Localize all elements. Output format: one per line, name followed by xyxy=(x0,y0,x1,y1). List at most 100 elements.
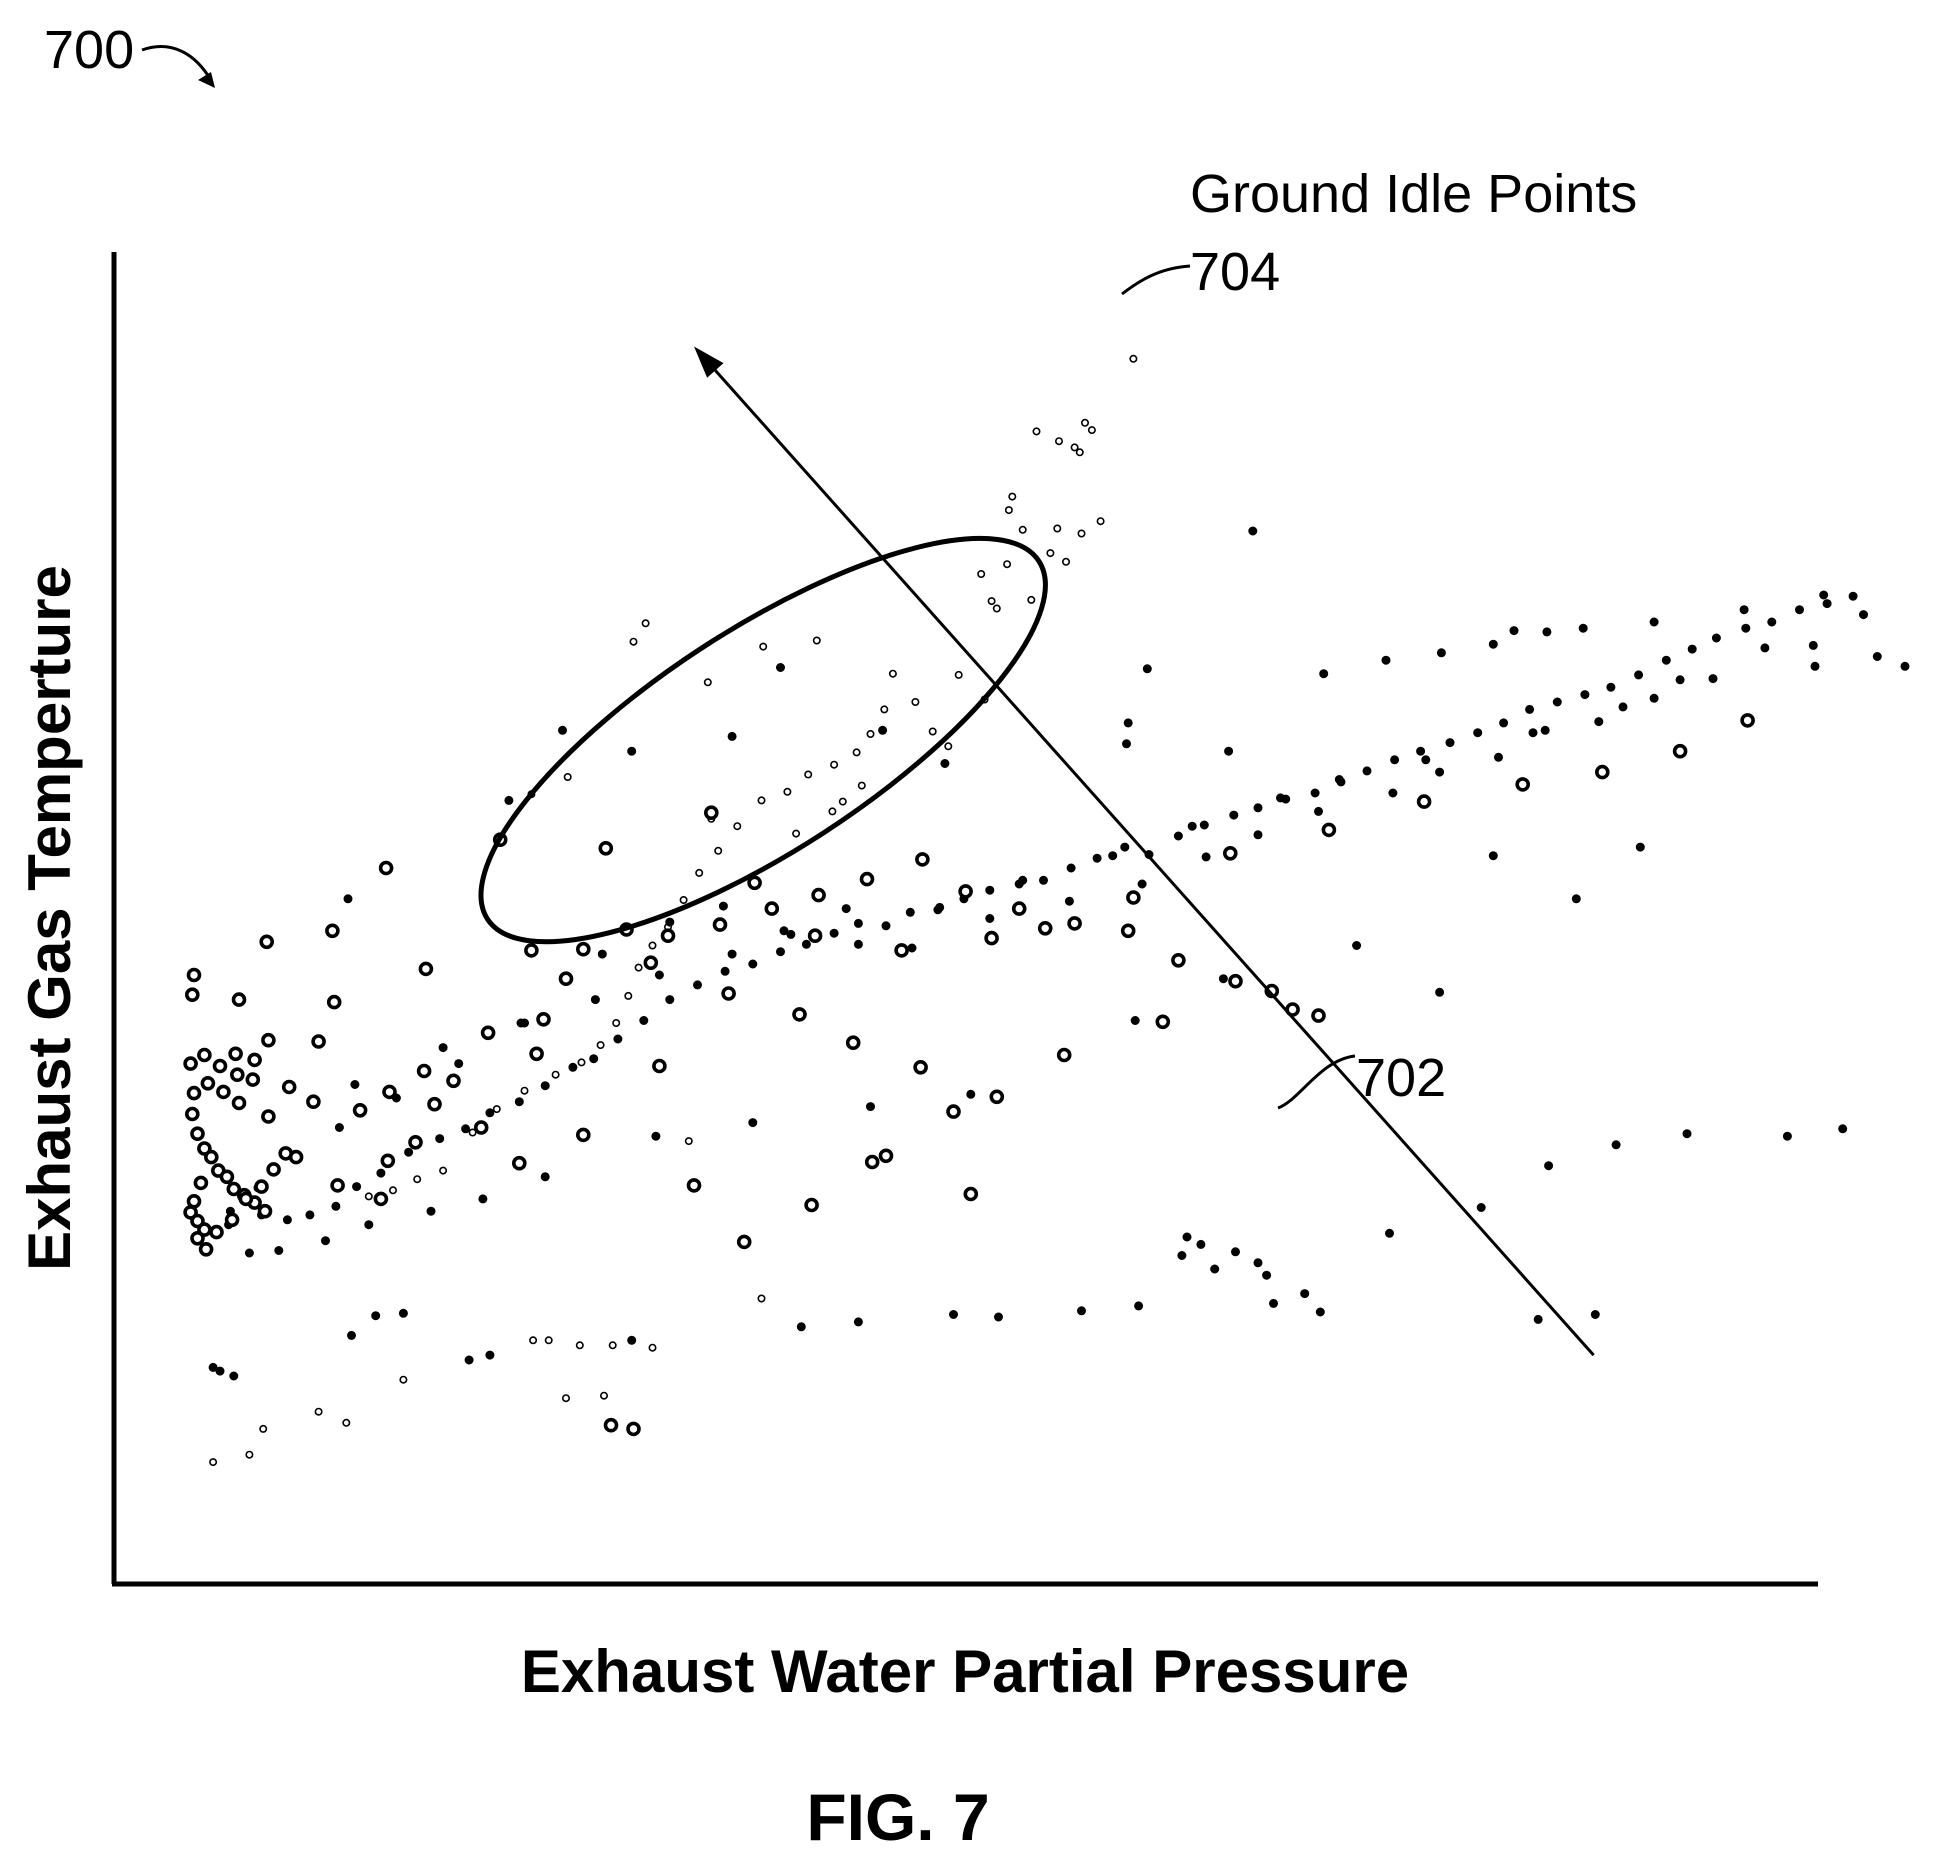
data-point-ring-large-53 xyxy=(913,1060,928,1075)
data-point-filled-130 xyxy=(1635,842,1645,852)
data-point-ring-large-15 xyxy=(190,1231,205,1246)
data-point-open-small-69 xyxy=(1027,595,1036,604)
data-point-filled-11 xyxy=(514,1097,524,1107)
data-point-ring-large-40 xyxy=(984,930,999,946)
data-point-ring-large-88 xyxy=(1120,923,1136,939)
data-point-filled-7 xyxy=(404,1147,414,1157)
data-point-filled-111 xyxy=(1187,821,1197,831)
data-point-ring-large-83 xyxy=(859,871,875,887)
data-point-filled-32 xyxy=(1066,863,1076,873)
data-point-ring-large-45 xyxy=(1416,794,1432,809)
data-point-filled-14 xyxy=(589,1054,599,1064)
data-point-ring-large-82 xyxy=(811,887,826,903)
data-point-ring-large-67 xyxy=(245,1072,261,1087)
data-point-filled-88 xyxy=(1248,526,1258,536)
data-point-filled-154 xyxy=(796,1322,806,1332)
data-point-filled-18 xyxy=(693,980,702,990)
data-point-filled-95 xyxy=(1436,648,1446,658)
data-point-ring-large-29 xyxy=(186,967,202,983)
data-point-ring-large-93 xyxy=(1311,1008,1326,1023)
data-point-open-small-58 xyxy=(529,1336,538,1345)
data-point-filled-12 xyxy=(540,1081,550,1091)
data-point-filled-139 xyxy=(478,1194,488,1204)
data-point-filled-73 xyxy=(1137,879,1147,889)
data-point-ring-large-66 xyxy=(231,1095,247,1111)
data-point-open-small-78 xyxy=(1008,492,1017,501)
data-point-ring-large-3 xyxy=(204,1149,219,1165)
data-point-ring-large-19 xyxy=(238,1191,254,1207)
data-point-open-small-11 xyxy=(1018,525,1027,534)
data-point-filled-74 xyxy=(1201,852,1211,862)
data-point-filled-47 xyxy=(1473,728,1483,738)
data-point-ring-large-86 xyxy=(1011,901,1027,916)
data-point-ring-large-58 xyxy=(558,971,574,987)
data-point-open-small-6 xyxy=(838,797,847,806)
data-point-filled-141 xyxy=(364,1220,374,1230)
data-point-filled-120 xyxy=(520,1018,529,1028)
data-point-open-small-34 xyxy=(648,941,657,950)
data-point-filled-173 xyxy=(1476,1203,1486,1212)
data-point-open-small-16 xyxy=(977,569,986,578)
data-point-ring-large-70 xyxy=(261,1109,276,1124)
data-point-open-small-75 xyxy=(1075,448,1084,457)
data-point-open-small-5 xyxy=(812,636,821,645)
data-point-open-small-51 xyxy=(342,1418,351,1427)
data-point-filled-90 xyxy=(1123,718,1133,728)
data-point-filled-49 xyxy=(1525,704,1535,714)
data-point-filled-165 xyxy=(1182,1232,1192,1242)
data-point-open-small-19 xyxy=(1062,557,1071,566)
data-point-open-small-41 xyxy=(520,1086,529,1095)
data-point-ring-large-99 xyxy=(575,1127,591,1143)
data-point-filled-52 xyxy=(1606,682,1616,692)
data-point-filled-177 xyxy=(1782,1131,1792,1141)
data-point-ring-large-59 xyxy=(529,1046,544,1062)
data-point-filled-19 xyxy=(720,966,730,976)
data-point-filled-8 xyxy=(435,1134,445,1144)
data-point-open-small-47 xyxy=(364,1192,373,1201)
ref-arrow-curve xyxy=(141,45,214,83)
data-point-filled-34 xyxy=(1120,842,1130,852)
data-point-filled-142 xyxy=(321,1236,330,1246)
data-point-open-small-44 xyxy=(439,1166,448,1175)
data-point-filled-45 xyxy=(1416,746,1426,756)
data-point-filled-183 xyxy=(627,746,637,756)
data-point-filled-24 xyxy=(853,939,863,949)
data-point-open-small-46 xyxy=(388,1186,397,1195)
data-point-ring-large-68 xyxy=(281,1079,297,1095)
data-point-filled-180 xyxy=(878,725,888,735)
data-point-ring-large-10 xyxy=(193,1175,209,1191)
data-point-filled-80 xyxy=(1540,725,1550,735)
data-point-open-small-1 xyxy=(629,637,638,646)
data-point-filled-66 xyxy=(665,917,675,927)
data-point-ring-large-36 xyxy=(703,805,719,821)
data-point-filled-156 xyxy=(485,1350,495,1360)
data-point-filled-21 xyxy=(776,947,785,957)
data-point-ring-large-55 xyxy=(792,1007,807,1022)
data-point-filled-167 xyxy=(1231,1247,1240,1257)
data-point-filled-108 xyxy=(1421,755,1431,765)
data-point-filled-79 xyxy=(1494,752,1503,762)
data-point-open-small-26 xyxy=(804,770,813,779)
data-point-ring-large-103 xyxy=(626,1421,641,1437)
data-point-open-small-59 xyxy=(575,1341,584,1350)
data-point-filled-63 xyxy=(438,1043,448,1053)
data-point-open-small-18 xyxy=(1046,549,1055,558)
data-point-filled-69 xyxy=(841,904,851,914)
data-point-filled-61 xyxy=(1848,591,1858,601)
data-point-filled-87 xyxy=(1900,661,1910,671)
data-point-ring-large-85 xyxy=(958,884,973,899)
data-point-ring-large-5 xyxy=(219,1169,235,1185)
data-point-filled-150 xyxy=(1077,1306,1086,1316)
data-point-open-small-12 xyxy=(1053,524,1062,533)
data-point-filled-127 xyxy=(1218,974,1228,984)
ref-arrow-head-icon xyxy=(198,72,215,88)
data-point-open-small-35 xyxy=(634,963,643,972)
data-point-open-small-10 xyxy=(1003,560,1012,569)
data-point-filled-41 xyxy=(1310,788,1320,798)
data-point-filled-76 xyxy=(1314,806,1323,816)
data-point-ring-large-23 xyxy=(186,1085,202,1101)
data-point-filled-56 xyxy=(1711,633,1721,643)
data-point-open-small-55 xyxy=(245,1450,254,1459)
data-point-filled-20 xyxy=(748,959,758,969)
data-point-filled-37 xyxy=(1199,820,1209,830)
